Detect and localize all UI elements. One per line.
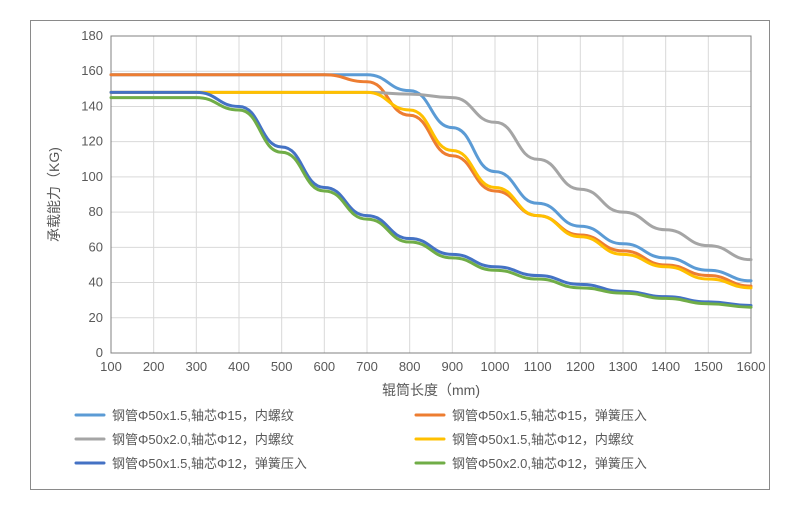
svg-text:900: 900 [441,359,463,374]
svg-text:180: 180 [81,28,103,43]
chart-frame: 0 20 40 60 80 100 120 140 160 180 100 200 300 400 500 6… [30,20,770,490]
svg-text:钢管Φ50x2.0,轴芯Φ12，内螺纹: 钢管Φ50x2.0,轴芯Φ12，内螺纹 [112,432,294,447]
svg-text:0: 0 [96,345,103,360]
svg-text:300: 300 [185,359,207,374]
svg-text:160: 160 [81,63,103,78]
svg-text:1200: 1200 [566,359,595,374]
svg-text:1300: 1300 [609,359,638,374]
svg-text:钢管Φ50x1.5,轴芯Φ15，弹簧压入: 钢管Φ50x1.5,轴芯Φ15，弹簧压入 [452,408,647,423]
svg-text:120: 120 [81,134,103,149]
svg-text:辊筒长度（mm): 辊筒长度（mm) [382,382,480,398]
svg-text:钢管Φ50x2.0,轴芯Φ12，弹簧压入: 钢管Φ50x2.0,轴芯Φ12，弹簧压入 [452,456,647,471]
svg-text:200: 200 [143,359,165,374]
svg-text:钢管Φ50x1.5,轴芯Φ12，弹簧压入: 钢管Φ50x1.5,轴芯Φ12，弹簧压入 [112,456,307,471]
line-chart: 0 20 40 60 80 100 120 140 160 180 100 200 300 400 500 6… [31,21,769,489]
svg-text:1100: 1100 [524,359,552,374]
svg-text:600: 600 [313,359,335,374]
svg-text:800: 800 [399,359,421,374]
svg-text:80: 80 [89,204,103,219]
svg-text:20: 20 [89,310,103,325]
svg-text:100: 100 [81,169,103,184]
svg-text:钢管Φ50x1.5,轴芯Φ12，内螺纹: 钢管Φ50x1.5,轴芯Φ12，内螺纹 [452,432,634,447]
svg-text:1600: 1600 [737,359,766,374]
svg-text:100: 100 [100,359,122,374]
svg-text:140: 140 [81,98,103,113]
svg-text:钢管Φ50x1.5,轴芯Φ15，内螺纹: 钢管Φ50x1.5,轴芯Φ15，内螺纹 [112,408,294,423]
svg-text:承载能力（KG): 承载能力（KG) [46,147,62,242]
svg-text:1400: 1400 [651,359,680,374]
svg-text:60: 60 [89,239,103,254]
svg-text:400: 400 [228,359,250,374]
svg-text:1500: 1500 [694,359,723,374]
svg-text:40: 40 [89,275,103,290]
svg-text:500: 500 [271,359,293,374]
svg-text:700: 700 [356,359,378,374]
svg-text:1000: 1000 [481,359,510,374]
